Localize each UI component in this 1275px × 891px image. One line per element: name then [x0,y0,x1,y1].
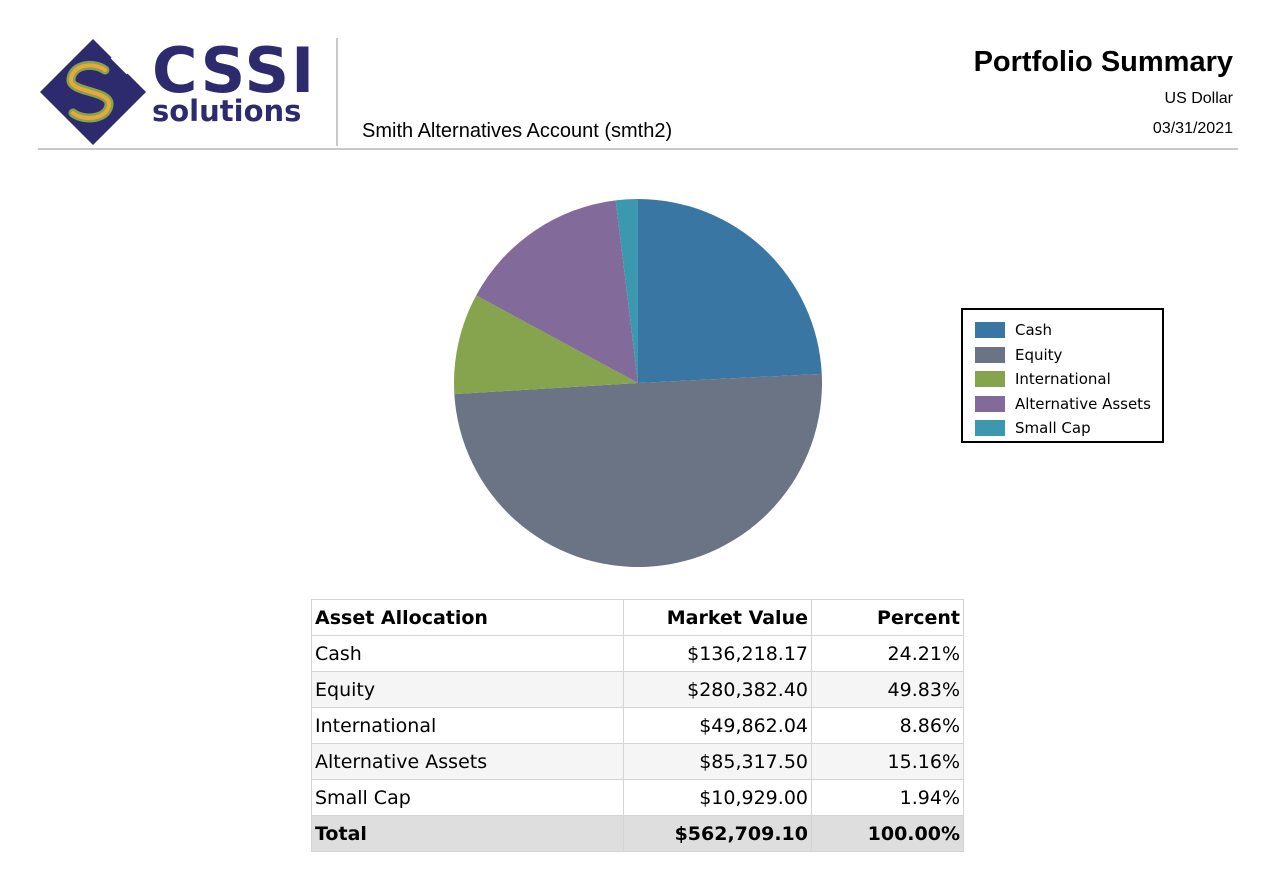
row-asset-name: Alternative Assets [311,743,624,780]
legend-swatch [975,371,1005,388]
row-percent: 1.94% [811,779,964,816]
legend-label: International [1015,370,1111,389]
table-row: Equity $280,382.40 49.83% [311,671,964,708]
table-row: International $49,862.04 8.86% [311,707,964,744]
row-market-value: $49,862.04 [623,707,812,744]
table-row: Small Cap $10,929.00 1.94% [311,779,964,816]
total-percent: 100.00% [811,815,964,852]
legend-label: Equity [1015,345,1063,364]
row-market-value: $136,218.17 [623,635,812,672]
row-asset-name: Cash [311,635,624,672]
legend-label: Small Cap [1015,419,1091,438]
row-percent: 49.83% [811,671,964,708]
pie-slice-small-cap [615,199,638,383]
account-name: Smith Alternatives Account (smth2) [362,120,673,142]
pie-slice-international [454,295,638,395]
row-asset-name: Equity [311,671,624,708]
row-market-value: $280,382.40 [623,671,812,708]
row-percent: 8.86% [811,707,964,744]
pie-slice-equity [454,373,822,568]
logo-sub-text: solutions [152,94,302,128]
row-market-value: $10,929.00 [623,779,812,816]
header-market-value: Market Value [623,599,812,636]
pie-slice-cash [638,199,822,383]
table-header-row: Asset Allocation Market Value Percent [311,599,964,636]
allocation-table: Asset Allocation Market Value Percent Ca… [311,599,964,852]
report-title: Portfolio Summary [973,46,1233,78]
legend-swatch [975,322,1005,339]
legend-swatch [975,346,1005,363]
header-asset-allocation: Asset Allocation [311,599,624,636]
currency-label: US Dollar [1164,90,1233,107]
legend-label: Cash [1015,321,1052,340]
total-market-value: $562,709.10 [623,815,812,852]
legend-item: Small Cap [963,416,1162,441]
legend-item: International [963,367,1162,392]
header-divider [336,38,338,146]
row-percent: 24.21% [811,635,964,672]
table-row: Cash $136,218.17 24.21% [311,635,964,672]
report-header: CSSI solutions Smith Alternatives Accoun… [38,32,1238,150]
row-percent: 15.16% [811,743,964,780]
header-percent: Percent [811,599,964,636]
logo-main-text: CSSI [152,34,317,107]
pie-slice-alternative-assets [476,200,638,383]
chart-legend: Cash Equity International Alternative Asset… [961,308,1164,443]
row-market-value: $85,317.50 [623,743,812,780]
report-date: 03/31/2021 [1152,120,1233,137]
logo-wordmark: CSSI solutions [152,34,317,128]
legend-item: Cash [963,318,1162,343]
row-asset-name: Small Cap [311,779,624,816]
legend-swatch [975,395,1005,412]
table-total-row: Total $562,709.10 100.00% [311,815,964,852]
allocation-pie-chart [454,199,822,568]
total-label: Total [311,815,624,852]
legend-label: Alternative Assets [1015,394,1151,413]
row-asset-name: International [311,707,624,744]
table-row: Alternative Assets $85,317.50 15.16% [311,743,964,780]
cssi-logo [40,39,146,145]
legend-item: Equity [963,343,1162,368]
legend-item: Alternative Assets [963,392,1162,417]
legend-swatch [975,420,1005,437]
